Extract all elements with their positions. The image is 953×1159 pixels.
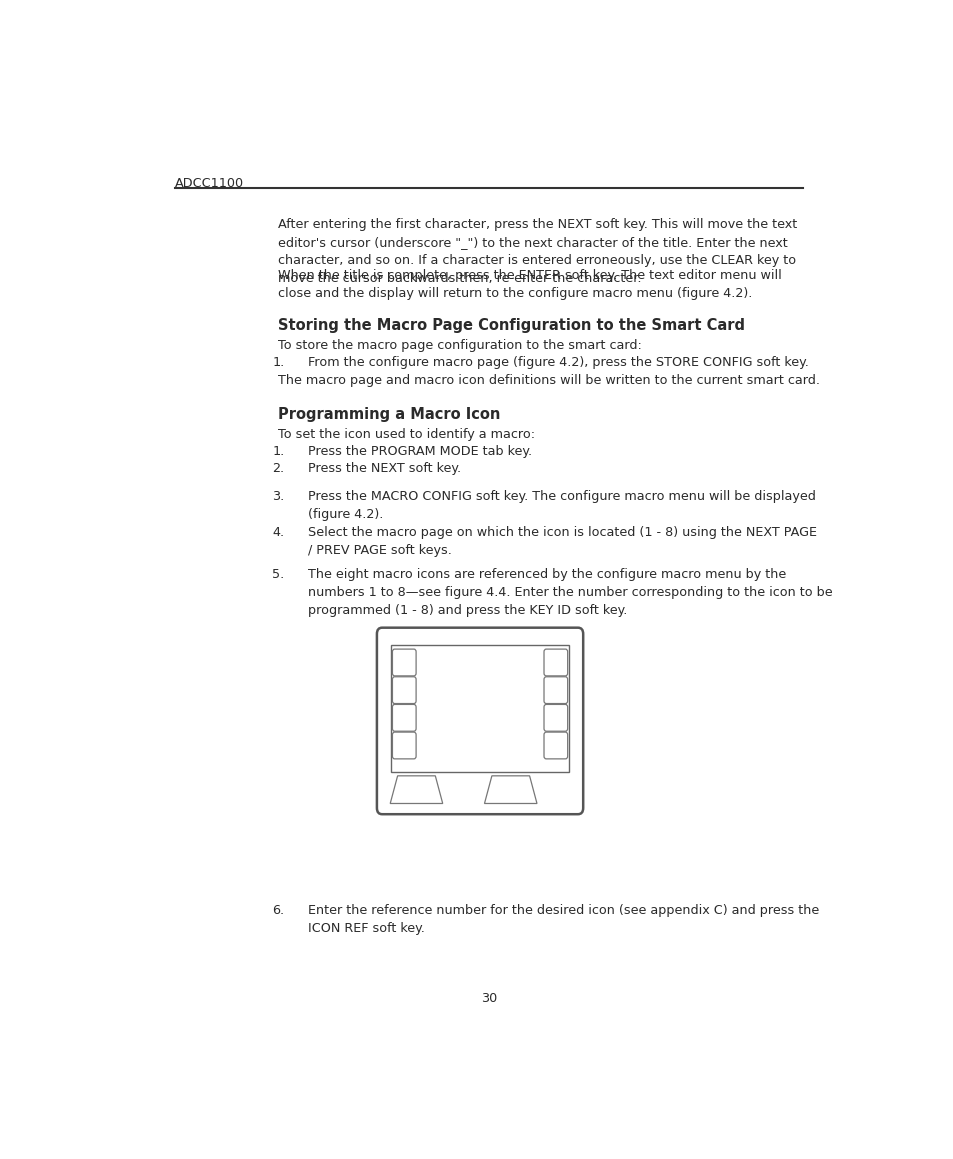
FancyBboxPatch shape: [543, 732, 567, 759]
Text: 4.: 4.: [272, 525, 284, 539]
Text: 1.: 1.: [272, 356, 284, 369]
FancyBboxPatch shape: [392, 732, 416, 759]
Text: Storing the Macro Page Configuration to the Smart Card: Storing the Macro Page Configuration to …: [278, 318, 744, 333]
Text: The macro page and macro icon definitions will be written to the current smart c: The macro page and macro icon definition…: [278, 374, 820, 387]
Text: Programming a Macro Icon: Programming a Macro Icon: [278, 407, 500, 422]
Text: 3.: 3.: [272, 490, 284, 503]
FancyBboxPatch shape: [543, 677, 567, 704]
FancyBboxPatch shape: [392, 705, 416, 731]
Text: After entering the first character, press the NEXT soft key. This will move the : After entering the first character, pres…: [278, 218, 797, 285]
Text: Press the MACRO CONFIG soft key. The configure macro menu will be displayed
(fig: Press the MACRO CONFIG soft key. The con…: [308, 490, 815, 520]
Text: 30: 30: [480, 992, 497, 1005]
FancyBboxPatch shape: [392, 677, 416, 704]
Text: Press the PROGRAM MODE tab key.: Press the PROGRAM MODE tab key.: [308, 445, 532, 458]
Text: ADCC1100: ADCC1100: [174, 176, 244, 190]
FancyBboxPatch shape: [543, 649, 567, 676]
Text: To store the macro page configuration to the smart card:: To store the macro page configuration to…: [278, 338, 641, 352]
Text: From the configure macro page (figure 4.2), press the STORE CONFIG soft key.: From the configure macro page (figure 4.…: [308, 356, 808, 369]
Text: 6.: 6.: [272, 904, 284, 917]
FancyBboxPatch shape: [543, 705, 567, 731]
Text: Select the macro page on which the icon is located (1 - 8) using the NEXT PAGE
/: Select the macro page on which the icon …: [308, 525, 816, 556]
Text: When the title is complete, press the ENTER soft key. The text editor menu will
: When the title is complete, press the EN…: [278, 269, 781, 300]
FancyBboxPatch shape: [391, 644, 569, 772]
FancyBboxPatch shape: [392, 649, 416, 676]
Text: Press the NEXT soft key.: Press the NEXT soft key.: [308, 462, 460, 475]
FancyBboxPatch shape: [376, 628, 582, 815]
Text: The eight macro icons are referenced by the configure macro menu by the
numbers : The eight macro icons are referenced by …: [308, 568, 832, 618]
Text: 1.: 1.: [272, 445, 284, 458]
Polygon shape: [390, 775, 442, 803]
Text: 5.: 5.: [272, 568, 284, 582]
Text: To set the icon used to identify a macro:: To set the icon used to identify a macro…: [278, 428, 535, 442]
Text: 2.: 2.: [272, 462, 284, 475]
Text: Enter the reference number for the desired icon (see appendix C) and press the
I: Enter the reference number for the desir…: [308, 904, 819, 935]
Polygon shape: [484, 775, 537, 803]
